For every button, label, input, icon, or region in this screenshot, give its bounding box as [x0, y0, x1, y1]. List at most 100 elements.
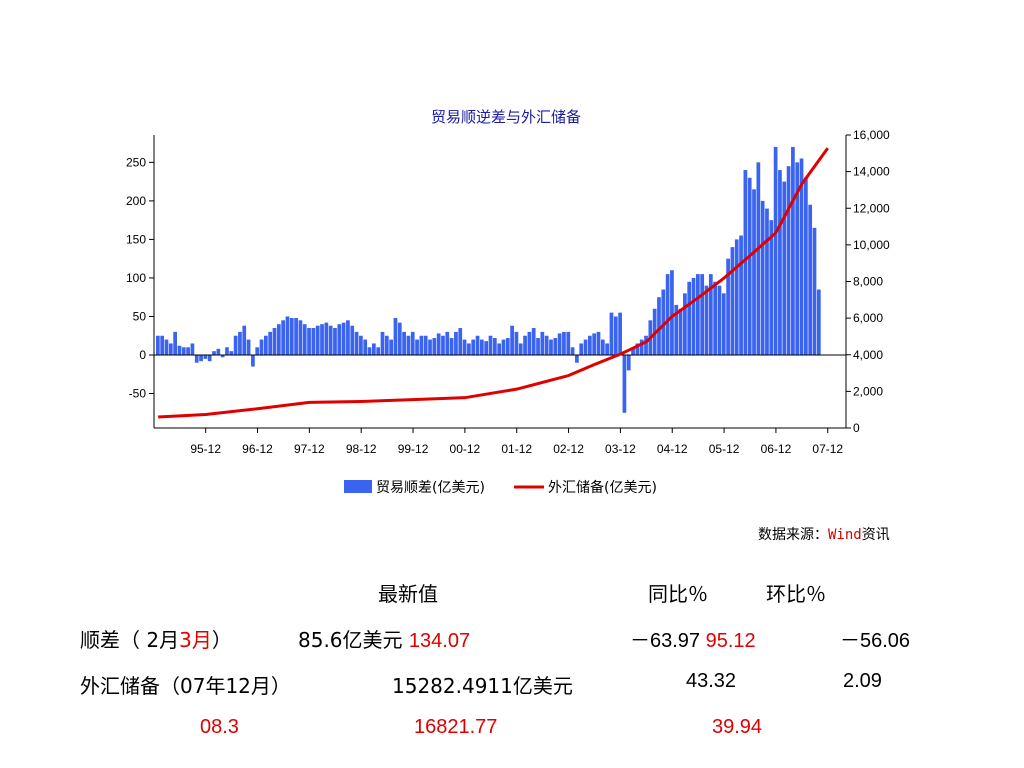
trade-balance-bar: [540, 331, 545, 355]
left-tick-label: 250: [126, 155, 146, 169]
trade-balance-bar: [156, 335, 160, 355]
trade-balance-bar: [566, 331, 571, 355]
trade-balance-bar: [691, 277, 696, 355]
trade-balance-bar: [298, 320, 303, 355]
trade-balance-bar: [389, 339, 393, 355]
row1-yoy: －63.97 95.12: [630, 624, 756, 653]
trade-balance-bar: [747, 177, 752, 355]
trade-balance-bar: [307, 328, 311, 355]
x-tick-label: 96-12: [242, 442, 273, 456]
trade-balance-bar: [700, 274, 705, 355]
trade-balance-bar: [363, 339, 368, 355]
trade-balance-bar: [346, 320, 350, 355]
trade-balance-bar: [600, 339, 605, 355]
trade-balance-bar: [570, 347, 575, 355]
trade-balance-bar: [661, 289, 666, 355]
x-axis-ticks: 95-12 96-12 97-12 98-12 99-12 00-12 01-12 02-12…: [190, 428, 843, 456]
row1-value-old: 85.6亿美元: [298, 628, 403, 652]
row3-label: 08.3: [200, 716, 239, 738]
row2-label: 外汇储备（07年12月）: [80, 674, 291, 698]
trade-balance-bar: [596, 331, 601, 355]
trade-balance-bar: [613, 316, 618, 355]
left-tick-label: 150: [126, 232, 146, 246]
row1-yoy-new: 95.12: [705, 630, 756, 652]
trade-balance-bar: [782, 181, 787, 355]
legend-label-fx-reserves: 外汇储备(亿美元): [548, 479, 657, 496]
trade-balance-bar: [484, 341, 489, 355]
trade-balance-bar: [255, 347, 260, 355]
x-tick-label: 07-12: [812, 442, 843, 456]
trade-balance-bar: [289, 318, 294, 355]
trade-balance-bar: [717, 285, 722, 355]
trade-balance-bar: [397, 322, 402, 355]
row1-label: 顺差（ 2月3月）: [80, 624, 232, 653]
trade-balance-bar: [242, 325, 247, 355]
trade-balance-bar: [501, 339, 506, 355]
chart-legend: 贸易顺差(亿美元) 外汇储备(亿美元): [344, 479, 657, 496]
trade-balance-bar: [238, 331, 242, 355]
trade-balance-bar: [579, 343, 584, 355]
trade-balance-bar: [220, 355, 225, 358]
trade-balance-bar: [544, 335, 549, 355]
trade-balance-bar: [251, 355, 255, 367]
trade-balance-bar: [393, 318, 398, 355]
trade-balance-bar: [302, 324, 307, 355]
right-tick-label: 10,000: [853, 238, 890, 252]
trade-balance-bar: [631, 347, 635, 355]
trade-balance-bar: [687, 281, 692, 355]
trade-balance-bar: [808, 204, 813, 355]
trade-balance-bar: [769, 220, 774, 355]
trade-balance-bar: [376, 347, 381, 355]
trade-balance-bar: [432, 338, 437, 355]
trade-balance-bar: [674, 304, 679, 355]
trade-balance-bar: [462, 339, 467, 355]
trade-balance-bar: [635, 343, 640, 355]
x-tick-label: 03-12: [605, 442, 636, 456]
trade-balance-bar: [285, 316, 290, 355]
trade-balance-bar: [402, 331, 406, 355]
trade-balance-bar: [575, 355, 579, 363]
trade-balance-bar: [760, 200, 765, 355]
trade-balance-bar: [181, 347, 186, 355]
trade-balance-bar: [410, 331, 415, 355]
header-mom: 环比％: [766, 582, 826, 606]
right-tick-label: 6,000: [853, 311, 883, 325]
left-tick-label: 100: [126, 271, 146, 285]
row1-value-new: 134.07: [408, 630, 471, 652]
x-tick-label: 05-12: [709, 442, 740, 456]
right-tick-label: 8,000: [853, 275, 883, 289]
source-suffix: 资讯: [862, 527, 890, 543]
trade-balance-bar: [246, 339, 251, 355]
right-tick-label: 12,000: [853, 201, 890, 215]
trade-balance-bar: [778, 170, 782, 355]
trade-balance-bar: [259, 339, 264, 355]
left-tick-label: -50: [129, 387, 147, 401]
trade-balance-bar: [354, 331, 359, 355]
legend-label-trade-balance: 贸易顺差(亿美元): [376, 480, 485, 496]
trade-balance-bar: [415, 339, 419, 355]
trade-balance-bar: [518, 343, 523, 355]
row3-yoy: 39.94: [712, 716, 763, 738]
trade-balance-bar: [264, 335, 268, 355]
trade-balance-bar: [480, 339, 484, 355]
trade-balance-bar: [337, 324, 342, 355]
trade-balance-bar: [225, 347, 229, 355]
trade-balance-bar: [281, 320, 285, 355]
chart-title: 贸易顺逆差与外汇储备: [431, 108, 581, 126]
trade-balance-bar: [752, 189, 756, 355]
trade-balance-bar: [384, 335, 389, 355]
trade-balance-bar: [739, 235, 743, 355]
trade-balance-bar: [406, 335, 411, 355]
trade-balance-bar: [203, 355, 208, 359]
trade-balance-bar: [670, 270, 674, 355]
trade-balance-bar: [622, 355, 627, 413]
trade-balance-bar: [333, 328, 337, 355]
trade-balance-bar: [588, 335, 592, 355]
trade-balance-bar: [441, 335, 445, 355]
trade-balance-bar: [730, 247, 735, 355]
trade-balance-bar: [190, 343, 195, 355]
trade-balance-bar: [350, 325, 355, 355]
trade-balance-bar: [657, 297, 661, 355]
trade-balance-bar: [812, 227, 817, 355]
trade-balance-bar: [436, 333, 441, 355]
